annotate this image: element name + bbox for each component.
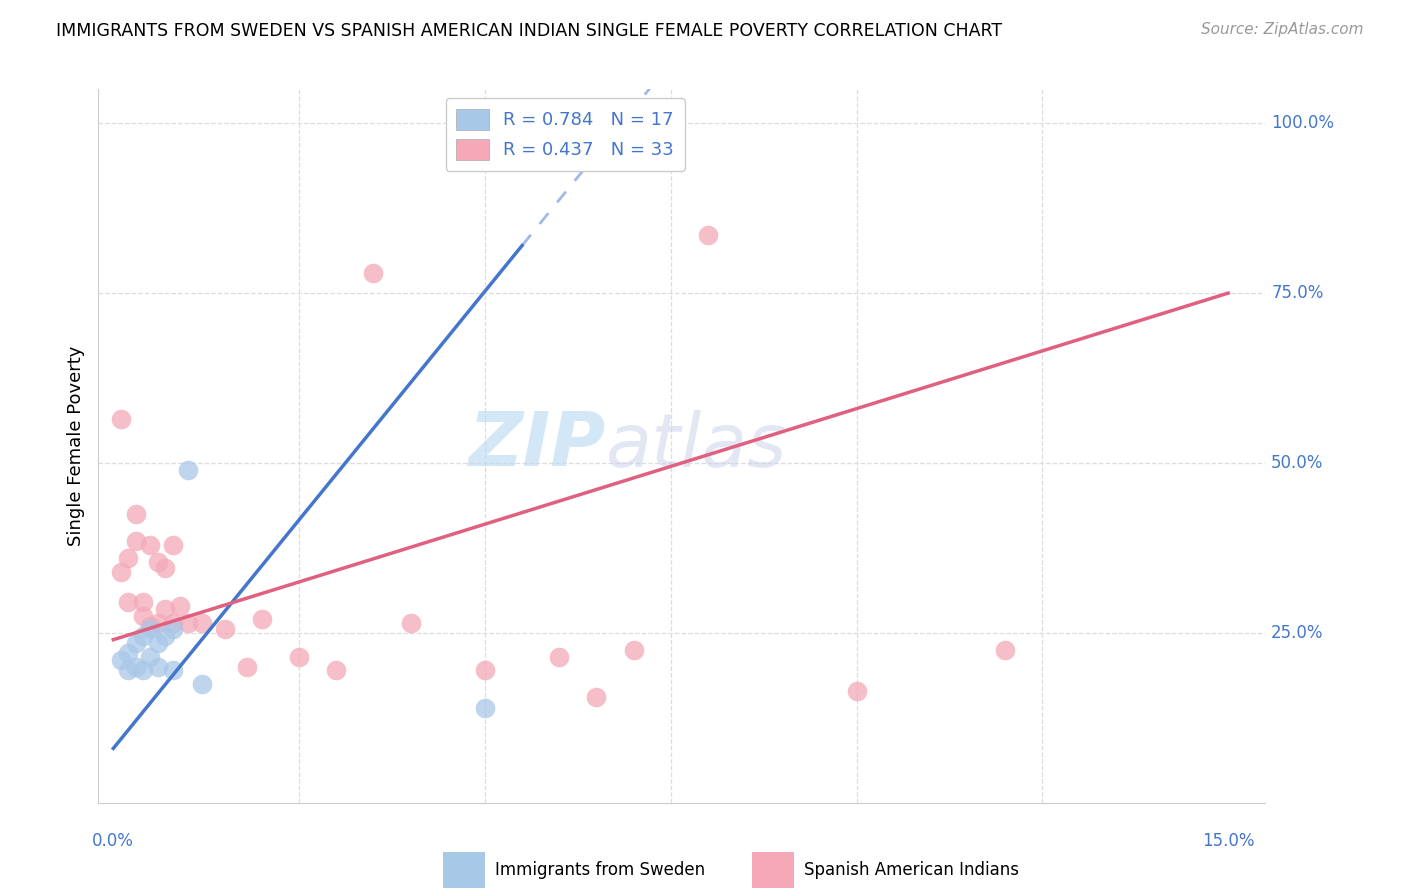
Point [132, 608, 155, 623]
Point [117, 595, 139, 609]
Text: 0.0%: 0.0% [93, 831, 134, 849]
Point [146, 660, 169, 674]
Point [132, 595, 155, 609]
Point [250, 612, 273, 626]
Point [139, 649, 162, 664]
Point [548, 649, 571, 664]
Point [176, 615, 198, 630]
Point [176, 463, 198, 477]
Point [474, 663, 496, 677]
Point [117, 663, 139, 677]
Legend: R = 0.784   N = 17, R = 0.437   N = 33: R = 0.784 N = 17, R = 0.437 N = 33 [446, 98, 685, 170]
Point [697, 228, 720, 243]
Point [155, 602, 177, 616]
Point [191, 677, 214, 691]
Text: 25.0%: 25.0% [1271, 624, 1323, 642]
Point [146, 636, 169, 650]
Point [139, 537, 162, 551]
Point [363, 266, 385, 280]
Point [155, 629, 177, 643]
Point [474, 700, 496, 714]
Point [585, 690, 607, 705]
Point [623, 643, 645, 657]
Point [117, 551, 139, 566]
Text: 100.0%: 100.0% [1271, 114, 1334, 132]
Point [124, 636, 146, 650]
Point [399, 615, 422, 630]
Text: IMMIGRANTS FROM SWEDEN VS SPANISH AMERICAN INDIAN SINGLE FEMALE POVERTY CORRELAT: IMMIGRANTS FROM SWEDEN VS SPANISH AMERIC… [56, 22, 1002, 40]
Text: 15.0%: 15.0% [1202, 831, 1254, 849]
Point [124, 534, 146, 549]
Point [214, 623, 236, 637]
Point [132, 629, 155, 643]
Point [124, 660, 146, 674]
Point [845, 683, 868, 698]
Point [117, 646, 139, 660]
Point [169, 599, 191, 613]
Point [155, 561, 177, 575]
Text: atlas: atlas [606, 410, 787, 482]
Text: Immigrants from Sweden: Immigrants from Sweden [495, 861, 704, 879]
Point [162, 615, 184, 630]
Point [124, 507, 146, 521]
Point [139, 619, 162, 633]
Point [132, 663, 155, 677]
Point [236, 660, 259, 674]
Text: Spanish American Indians: Spanish American Indians [804, 861, 1019, 879]
Point [162, 623, 184, 637]
Point [325, 663, 347, 677]
Point [110, 653, 132, 667]
Point [162, 663, 184, 677]
Y-axis label: Single Female Poverty: Single Female Poverty [66, 346, 84, 546]
Text: 75.0%: 75.0% [1271, 284, 1323, 302]
Point [288, 649, 311, 664]
Point [146, 615, 169, 630]
Text: ZIP: ZIP [468, 409, 606, 483]
Point [994, 643, 1017, 657]
Point [191, 615, 214, 630]
Point [110, 412, 132, 426]
Text: Source: ZipAtlas.com: Source: ZipAtlas.com [1201, 22, 1364, 37]
Point [110, 565, 132, 579]
Text: 50.0%: 50.0% [1271, 454, 1323, 472]
Point [162, 537, 184, 551]
Point [146, 555, 169, 569]
Point [139, 623, 162, 637]
